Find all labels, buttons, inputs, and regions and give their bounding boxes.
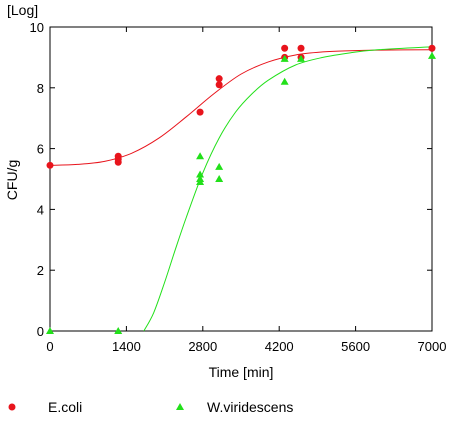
y-axis-label: CFU/g [4,160,20,200]
point-e-coli [215,75,223,83]
x-tick-label: 0 [46,339,53,354]
point-w-viridescens [196,170,205,178]
point-e-coli [114,152,122,160]
point-w-viridescens [297,54,306,62]
point-w-viridescens [114,327,123,334]
point-w-viridescens [196,175,205,182]
y-tick-label: 6 [37,142,44,157]
plot-frame [49,26,433,332]
legend: E.coli W.viridescens [8,399,293,415]
point-w-viridescens [196,152,205,160]
y-tick-label: 8 [37,81,44,96]
x-tick-label: 4200 [265,339,294,354]
x-tick-label: 7000 [418,339,447,354]
x-tick-label: 5600 [341,339,370,354]
legend-label-wviridescens: W.viridescens [207,399,293,415]
fit-curves [49,46,433,332]
point-e-coli [196,108,204,116]
point-e-coli [215,81,223,89]
fit-curve-w-viridescens [143,46,433,332]
y-tick-label: 2 [37,263,44,278]
point-w-viridescens [46,327,54,334]
point-e-coli [428,44,436,52]
legend-marker-wviridescens [176,403,184,410]
y-tick-label: 10 [30,20,44,35]
fit-curve-e-coli [49,49,433,166]
y-tick-label: 0 [37,324,44,339]
point-e-coli [281,44,289,52]
data-points [46,44,436,334]
point-w-viridescens [428,51,436,59]
point-w-viridescens [215,162,224,170]
legend-marker-ecoli [8,403,16,411]
x-tick-label: 2800 [188,339,217,354]
point-e-coli [297,44,305,52]
point-w-viridescens [280,54,289,62]
x-tick-label: 1400 [112,339,141,354]
y-unit-label: [Log] [7,2,38,18]
point-w-viridescens [280,77,289,85]
legend-label-ecoli: E.coli [48,399,82,415]
point-w-viridescens [215,175,224,182]
y-tick-label: 4 [37,202,44,217]
x-axis-label: Time [min] [209,364,274,380]
point-e-coli [46,161,54,169]
axis-ticks: 0 1400 2800 4200 5600 7000 0 2 4 6 8 10 [30,20,447,354]
